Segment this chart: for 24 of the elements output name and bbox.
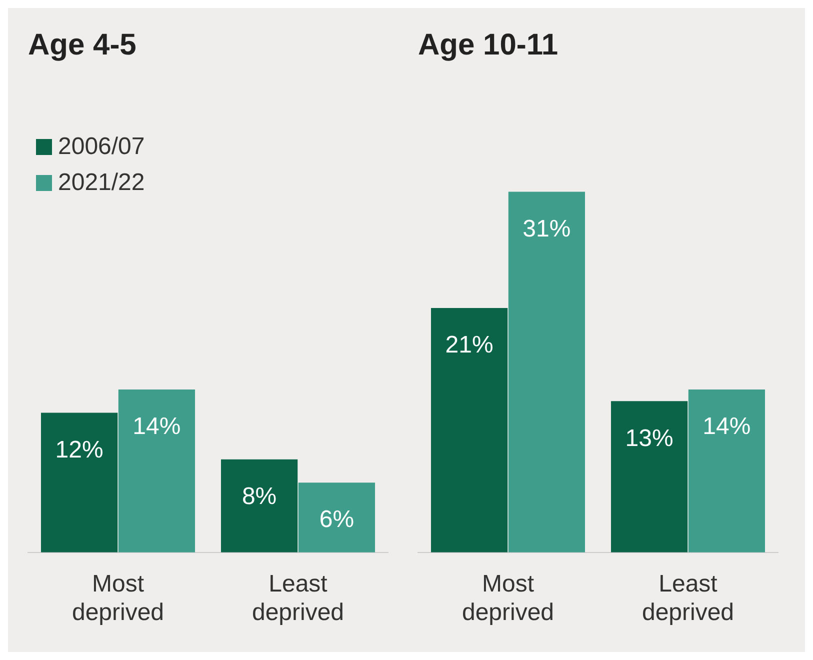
legend-label: 2006/07 [58, 133, 145, 161]
chart-title: Age 4-5 [28, 28, 136, 62]
data-label: 31% [522, 215, 571, 242]
bar [40, 412, 118, 552]
bar [610, 401, 688, 552]
x-tick-label: Most deprived [72, 570, 164, 626]
data-label: 8% [242, 482, 277, 510]
data-label: 12% [55, 436, 104, 464]
bar [220, 459, 298, 552]
data-label: 13% [625, 424, 674, 452]
bar [430, 308, 508, 552]
x-tick-label: Least deprived [252, 570, 344, 626]
data-label: 6% [319, 506, 354, 534]
data-label: 14% [702, 413, 751, 440]
x-tick-label: Most deprived [462, 570, 554, 626]
bar [508, 192, 586, 552]
bar [688, 390, 766, 552]
x-tick-label: Least deprived [642, 570, 734, 626]
data-label: 14% [132, 413, 181, 440]
bar [118, 390, 196, 552]
data-label: 21% [445, 332, 494, 359]
chart-title: Age 10-11 [418, 28, 558, 62]
legend-label: 2021/22 [58, 169, 145, 197]
bar [298, 482, 376, 552]
